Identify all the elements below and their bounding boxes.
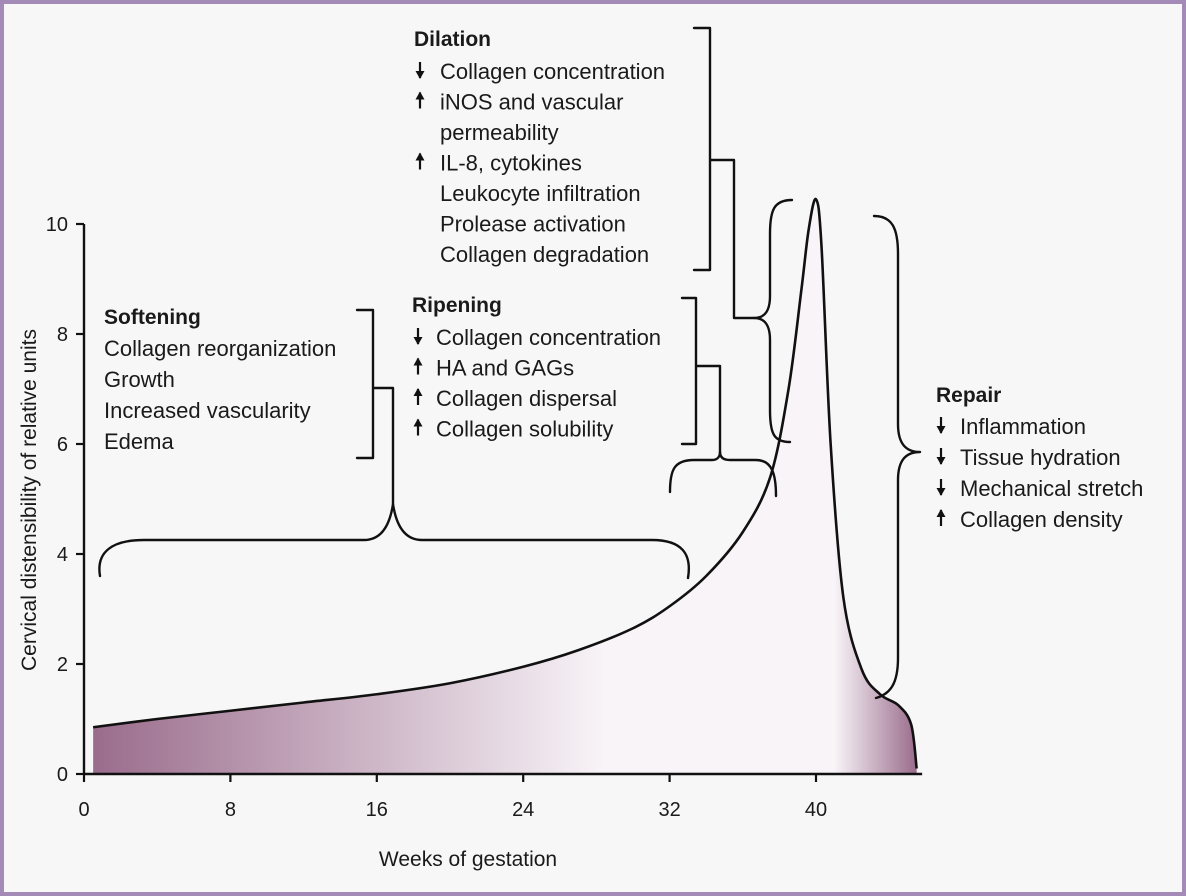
x-axis-title: Weeks of gestation bbox=[379, 848, 557, 871]
softening-annotation: Softening Collagen reorganization Growth… bbox=[98, 306, 691, 580]
y-tick-label: 2 bbox=[57, 654, 68, 676]
ripening-item: Collagen dispersal bbox=[436, 386, 617, 411]
down-arrow-icon bbox=[415, 71, 425, 79]
softening-list-bracket bbox=[355, 308, 395, 506]
dilation-item: Collagen degradation bbox=[440, 242, 649, 267]
up-arrow-icon bbox=[413, 418, 423, 427]
up-arrow-icon bbox=[936, 509, 946, 517]
down-arrow-icon bbox=[936, 426, 946, 434]
dilation-title: Dilation bbox=[414, 28, 491, 51]
y-tick-label: 4 bbox=[57, 544, 68, 566]
repair-title: Repair bbox=[936, 384, 1001, 407]
dilation-item: Leukocyte infiltration bbox=[440, 181, 641, 206]
y-tick-label: 6 bbox=[57, 434, 68, 456]
ripening-brace bbox=[668, 450, 778, 498]
ripening-title: Ripening bbox=[412, 294, 502, 317]
distensibility-area bbox=[93, 198, 917, 774]
up-arrow-icon bbox=[415, 91, 425, 100]
dilation-item: Collagen concentration bbox=[440, 59, 665, 84]
ripening-item: Collagen concentration bbox=[436, 325, 661, 350]
down-arrow-icon bbox=[936, 488, 946, 496]
dilation-item: Prolease activation bbox=[440, 212, 626, 237]
dilation-item: IL-8, cytokines bbox=[440, 151, 582, 176]
x-tick-label: 40 bbox=[805, 799, 827, 821]
ripening-list-bracket bbox=[680, 296, 722, 456]
softening-item: Collagen reorganization bbox=[104, 336, 336, 361]
ripening-annotation: Ripening Collagen concentration HA and GA… bbox=[412, 294, 778, 498]
up-arrow-icon bbox=[415, 152, 425, 161]
ripening-item: Collagen solubility bbox=[436, 417, 613, 442]
x-tick-label: 0 bbox=[78, 799, 89, 821]
softening-item: Edema bbox=[104, 429, 174, 454]
dilation-brace bbox=[752, 198, 794, 444]
repair-item: Inflammation bbox=[960, 414, 1086, 439]
y-axis-title: Cervical distensibility of relative unit… bbox=[18, 329, 41, 671]
x-tick-label: 8 bbox=[225, 799, 236, 821]
dilation-annotation: Dilation Collagen concentration iNOS and … bbox=[414, 26, 794, 444]
y-tick-label: 0 bbox=[57, 764, 68, 786]
ripening-item: HA and GAGs bbox=[436, 356, 574, 381]
dilation-item: iNOS and vascular bbox=[440, 90, 623, 115]
repair-brace bbox=[872, 214, 922, 700]
down-arrow-icon bbox=[936, 457, 946, 465]
softening-brace bbox=[98, 502, 691, 580]
y-tick-label: 10 bbox=[46, 214, 68, 236]
x-tick-label: 16 bbox=[366, 799, 388, 821]
x-tick-label: 32 bbox=[658, 799, 680, 821]
softening-title: Softening bbox=[104, 306, 201, 329]
dilation-item: permeability bbox=[440, 120, 559, 145]
repair-annotation: Repair Inflammation Tissue hydration Mecha… bbox=[872, 214, 1143, 700]
repair-item: Mechanical stretch bbox=[960, 476, 1143, 501]
y-tick-label: 8 bbox=[57, 324, 68, 346]
up-arrow-icon bbox=[413, 388, 423, 396]
x-tick-label: 24 bbox=[512, 799, 534, 821]
down-arrow-icon bbox=[413, 337, 423, 345]
softening-item: Growth bbox=[104, 367, 175, 392]
repair-item: Collagen density bbox=[960, 507, 1123, 532]
repair-item: Tissue hydration bbox=[960, 445, 1121, 470]
softening-item: Increased vascularity bbox=[104, 398, 311, 423]
figure-frame: 0 8 16 24 32 40 0 2 4 6 8 10 Weeks of gestation Cer… bbox=[4, 4, 1182, 892]
up-arrow-icon bbox=[413, 357, 423, 366]
dilation-list-bracket bbox=[692, 26, 756, 320]
